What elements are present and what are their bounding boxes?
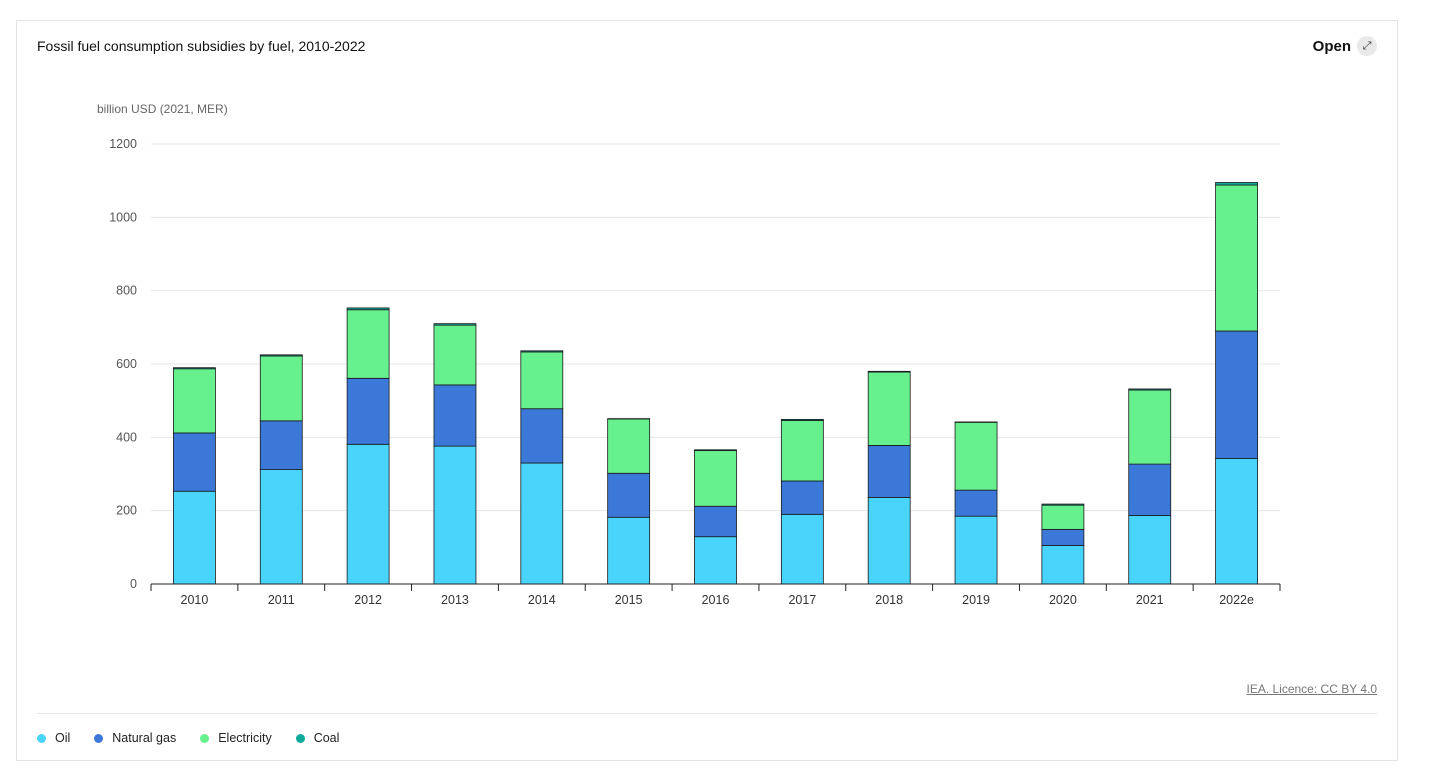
bar-segment-natural-gas <box>259 420 303 471</box>
legend-swatch <box>295 733 305 743</box>
bar-segment-coal <box>867 370 911 373</box>
legend-swatch <box>94 733 104 743</box>
legend-item-natural-gas[interactable]: Natural gas <box>94 731 176 745</box>
y-axis-label: billion USD (2021, MER) <box>97 102 228 116</box>
x-tick-label: 2019 <box>962 593 990 607</box>
bar-segment-coal <box>1041 503 1085 506</box>
bar-segment-natural-gas <box>520 408 564 464</box>
y-tick-label: 1000 <box>109 210 137 224</box>
bar-segment-oil <box>173 490 216 585</box>
expand-arrow-icon: ⤢ <box>1357 36 1377 56</box>
bar-segment-electricity <box>607 418 651 474</box>
licence-link[interactable]: IEA. Licence: CC BY 4.0 <box>1246 682 1377 696</box>
bar-segment-coal <box>173 367 216 370</box>
bar-segment-coal <box>694 449 737 451</box>
chart-legend: Oil Natural gas Electricity Coal <box>37 731 339 745</box>
bar-segment-oil <box>1215 458 1258 585</box>
legend-item-electricity[interactable]: Electricity <box>200 731 272 745</box>
bar-segment-electricity <box>520 351 564 410</box>
x-tick-label: 2016 <box>702 593 730 607</box>
bar-segment-oil <box>607 516 651 585</box>
bar-segment-oil <box>780 513 824 585</box>
bar-segment-coal <box>346 307 390 311</box>
legend-label: Natural gas <box>112 731 177 745</box>
bar-segment-natural-gas <box>1041 528 1085 546</box>
bar-segment-oil <box>346 443 390 585</box>
bar-segment-electricity <box>433 324 477 386</box>
bar-segment-coal <box>1215 182 1258 186</box>
x-tick-label: 2015 <box>615 593 643 607</box>
bar-segment-natural-gas <box>1128 463 1172 516</box>
open-button-label: Open <box>1312 37 1351 55</box>
bar-segment-natural-gas <box>867 444 911 498</box>
legend-label: Oil <box>55 731 71 745</box>
footer-divider <box>37 713 1377 714</box>
bar-segment-electricity <box>1128 389 1172 465</box>
bar-segment-oil <box>520 462 564 585</box>
bar-segment-oil <box>954 515 998 585</box>
x-tick-label: 2014 <box>528 593 556 607</box>
x-tick-label: 2022e <box>1219 593 1254 607</box>
bar-segment-natural-gas <box>173 432 216 492</box>
bar-segment-natural-gas <box>694 505 737 538</box>
bar-segment-electricity <box>259 355 303 422</box>
x-tick-label: 2017 <box>788 593 816 607</box>
bar-segment-electricity <box>346 309 390 379</box>
x-tick-label: 2011 <box>268 593 295 607</box>
y-tick-label: 800 <box>116 284 137 298</box>
bar-segment-coal <box>520 350 564 353</box>
y-tick-label: 600 <box>116 357 137 371</box>
legend-label: Electricity <box>218 731 272 745</box>
bar-segment-electricity <box>1215 184 1258 332</box>
bar-segment-coal <box>433 323 477 326</box>
x-tick-label: 2013 <box>441 593 469 607</box>
bar-segment-natural-gas <box>607 472 651 518</box>
y-tick-label: 400 <box>116 430 137 444</box>
bar-segment-oil <box>1128 515 1172 585</box>
legend-swatch <box>37 733 46 743</box>
x-tick-label: 2021 <box>1136 593 1164 607</box>
bar-segment-coal <box>780 418 824 421</box>
y-tick-label: 1200 <box>109 137 137 151</box>
open-button[interactable]: Open ⤢ <box>1313 36 1377 56</box>
bar-segment-oil <box>433 445 477 585</box>
bar-segment-natural-gas <box>1215 330 1258 459</box>
bar-segment-electricity <box>780 420 824 482</box>
bar-segment-oil <box>867 497 911 585</box>
bar-segment-coal <box>1128 388 1172 391</box>
x-tick-label: 2018 <box>875 593 903 607</box>
x-tick-label: 2012 <box>354 593 382 607</box>
bar-segment-oil <box>1041 545 1085 585</box>
y-tick-label: 0 <box>130 577 137 591</box>
legend-item-coal[interactable]: Coal <box>295 731 340 745</box>
legend-item-oil[interactable]: Oil <box>37 731 70 745</box>
bar-segment-electricity <box>1041 504 1085 530</box>
bar-segment-coal <box>259 354 303 357</box>
bar-segment-electricity <box>954 421 998 491</box>
bar-segment-oil <box>694 536 737 585</box>
bar-segment-natural-gas <box>433 384 477 447</box>
y-tick-label: 200 <box>116 504 137 518</box>
legend-label: Coal <box>313 731 340 745</box>
chart-card: Fossil fuel consumption subsidies by fue… <box>16 20 1398 761</box>
x-tick-label: 2010 <box>181 593 209 607</box>
x-tick-label: 2020 <box>1049 593 1077 607</box>
bar-segment-electricity <box>867 371 911 446</box>
bar-segment-electricity <box>173 368 216 434</box>
bar-segment-natural-gas <box>780 480 824 515</box>
bar-segment-oil <box>259 469 303 585</box>
legend-swatch <box>200 733 210 743</box>
bar-segment-electricity <box>694 450 737 507</box>
stacked-bar-chart: 0 200 400 600 800 1000 1200 2010 2011 2012 2013 201… <box>109 137 1281 607</box>
bar-segment-natural-gas <box>954 489 998 517</box>
bar-segment-natural-gas <box>346 377 390 445</box>
chart-title: Fossil fuel consumption subsidies by fue… <box>37 38 366 54</box>
